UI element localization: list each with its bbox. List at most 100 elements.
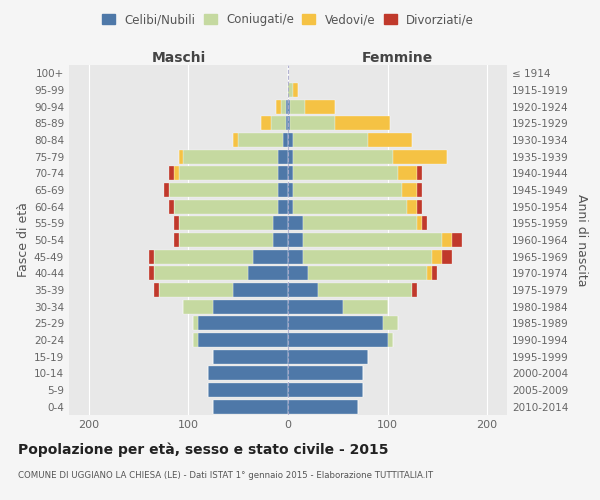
Bar <box>288 150 293 164</box>
Bar <box>173 233 179 247</box>
Bar <box>388 333 392 347</box>
Bar <box>233 133 238 147</box>
Bar <box>199 333 288 347</box>
Bar <box>418 216 422 230</box>
Bar <box>398 166 418 180</box>
Bar <box>288 233 303 247</box>
Bar <box>286 116 288 130</box>
Bar <box>288 83 293 97</box>
Bar <box>288 333 388 347</box>
Bar <box>288 133 293 147</box>
Bar <box>343 300 388 314</box>
Bar <box>276 100 281 114</box>
Bar <box>308 266 427 280</box>
Bar <box>288 350 368 364</box>
Bar <box>288 183 293 197</box>
Bar <box>418 200 422 214</box>
Bar <box>214 350 288 364</box>
Bar <box>238 133 283 147</box>
Bar <box>184 150 278 164</box>
Bar <box>293 150 392 164</box>
Bar <box>158 283 233 297</box>
Y-axis label: Anni di nascita: Anni di nascita <box>575 194 588 286</box>
Bar <box>407 200 418 214</box>
Bar <box>290 116 335 130</box>
Bar <box>164 183 169 197</box>
Bar <box>433 266 437 280</box>
Bar <box>273 233 288 247</box>
Bar <box>179 166 278 180</box>
Bar <box>271 116 286 130</box>
Bar <box>303 233 442 247</box>
Bar <box>288 116 290 130</box>
Bar <box>214 400 288 414</box>
Bar <box>305 100 335 114</box>
Bar <box>442 233 452 247</box>
Bar <box>412 283 418 297</box>
Bar <box>169 200 173 214</box>
Bar <box>403 183 418 197</box>
Bar <box>290 100 305 114</box>
Bar <box>233 283 288 297</box>
Text: COMUNE DI UGGIANO LA CHIESA (LE) - Dati ISTAT 1° gennaio 2015 - Elaborazione TUT: COMUNE DI UGGIANO LA CHIESA (LE) - Dati … <box>18 471 433 480</box>
Bar <box>288 250 303 264</box>
Bar <box>154 250 253 264</box>
Bar <box>293 200 407 214</box>
Bar <box>318 283 412 297</box>
Bar <box>173 216 179 230</box>
Bar <box>286 100 288 114</box>
Bar <box>288 300 343 314</box>
Bar <box>193 316 199 330</box>
Bar <box>273 216 288 230</box>
Text: Maschi: Maschi <box>151 51 206 65</box>
Bar <box>278 150 288 164</box>
Bar <box>422 216 427 230</box>
Text: Popolazione per età, sesso e stato civile - 2015: Popolazione per età, sesso e stato civil… <box>18 442 389 457</box>
Bar <box>179 233 273 247</box>
Bar <box>288 216 303 230</box>
Bar <box>288 266 308 280</box>
Bar <box>293 133 368 147</box>
Bar <box>288 366 362 380</box>
Bar <box>208 366 288 380</box>
Bar <box>283 133 288 147</box>
Bar <box>303 216 418 230</box>
Bar <box>214 300 288 314</box>
Bar <box>452 233 462 247</box>
Bar <box>179 216 273 230</box>
Bar <box>278 166 288 180</box>
Bar <box>248 266 288 280</box>
Bar <box>278 200 288 214</box>
Bar <box>278 183 288 197</box>
Bar <box>293 166 398 180</box>
Bar <box>383 316 398 330</box>
Bar <box>149 250 154 264</box>
Bar <box>169 183 278 197</box>
Bar <box>303 250 433 264</box>
Bar <box>293 83 298 97</box>
Bar <box>149 266 154 280</box>
Bar <box>418 183 422 197</box>
Bar <box>173 166 179 180</box>
Bar <box>442 250 452 264</box>
Bar <box>433 250 442 264</box>
Bar <box>392 150 447 164</box>
Bar <box>368 133 412 147</box>
Bar <box>288 100 290 114</box>
Bar <box>288 383 362 397</box>
Bar <box>169 166 173 180</box>
Bar <box>184 300 214 314</box>
Bar <box>427 266 433 280</box>
Bar <box>288 166 293 180</box>
Bar <box>293 183 403 197</box>
Bar <box>335 116 389 130</box>
Bar <box>418 166 422 180</box>
Bar <box>288 316 383 330</box>
Legend: Celibi/Nubili, Coniugati/e, Vedovi/e, Divorziati/e: Celibi/Nubili, Coniugati/e, Vedovi/e, Di… <box>97 8 479 31</box>
Bar <box>154 266 248 280</box>
Bar <box>288 400 358 414</box>
Text: Femmine: Femmine <box>362 51 433 65</box>
Bar <box>199 316 288 330</box>
Bar <box>281 100 286 114</box>
Bar <box>193 333 199 347</box>
